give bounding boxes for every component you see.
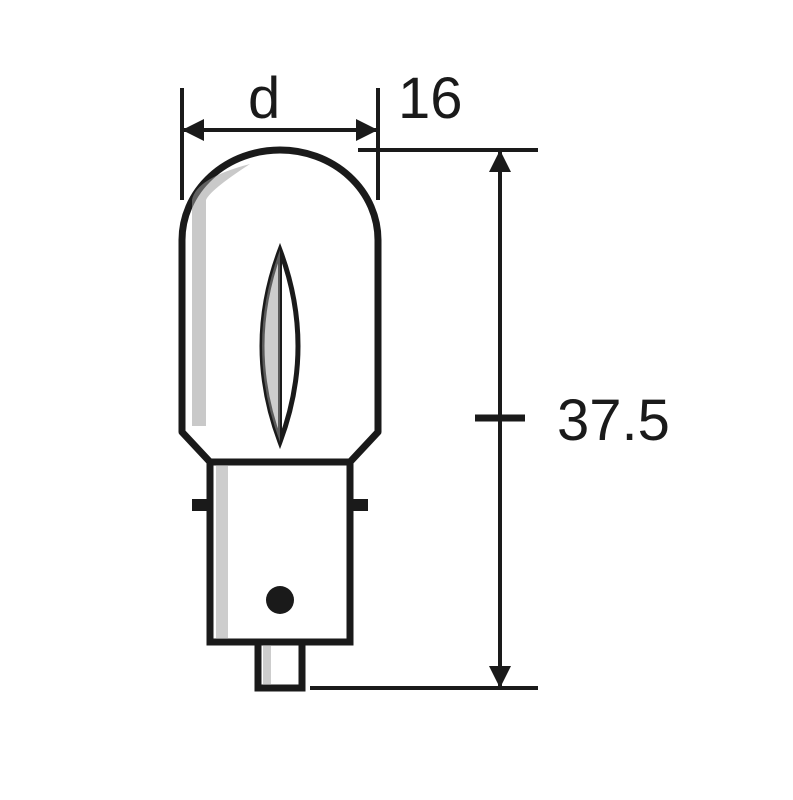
dim-height-arrow-bottom [489,666,511,688]
dim-width-arrow-right [356,119,378,141]
bulb-base-shadow [216,466,228,638]
dim-height-arrow-top [489,150,511,172]
dim-width-arrow-left [182,119,204,141]
dim-height-value: 37.5 [557,388,670,453]
filament-shadow [262,250,280,442]
base-contact-dot [266,586,294,614]
bayonet-pin-right [350,500,367,510]
bulb-technical-diagram: d 16 37.5 [0,0,793,800]
bulb-glass-highlight [192,164,250,426]
bayonet-pin-left [193,500,210,510]
dim-diameter-label: d [248,66,280,131]
base-tip-shadow [263,646,271,684]
bulb-base-body [210,462,350,642]
dim-width-value: 16 [398,66,463,131]
